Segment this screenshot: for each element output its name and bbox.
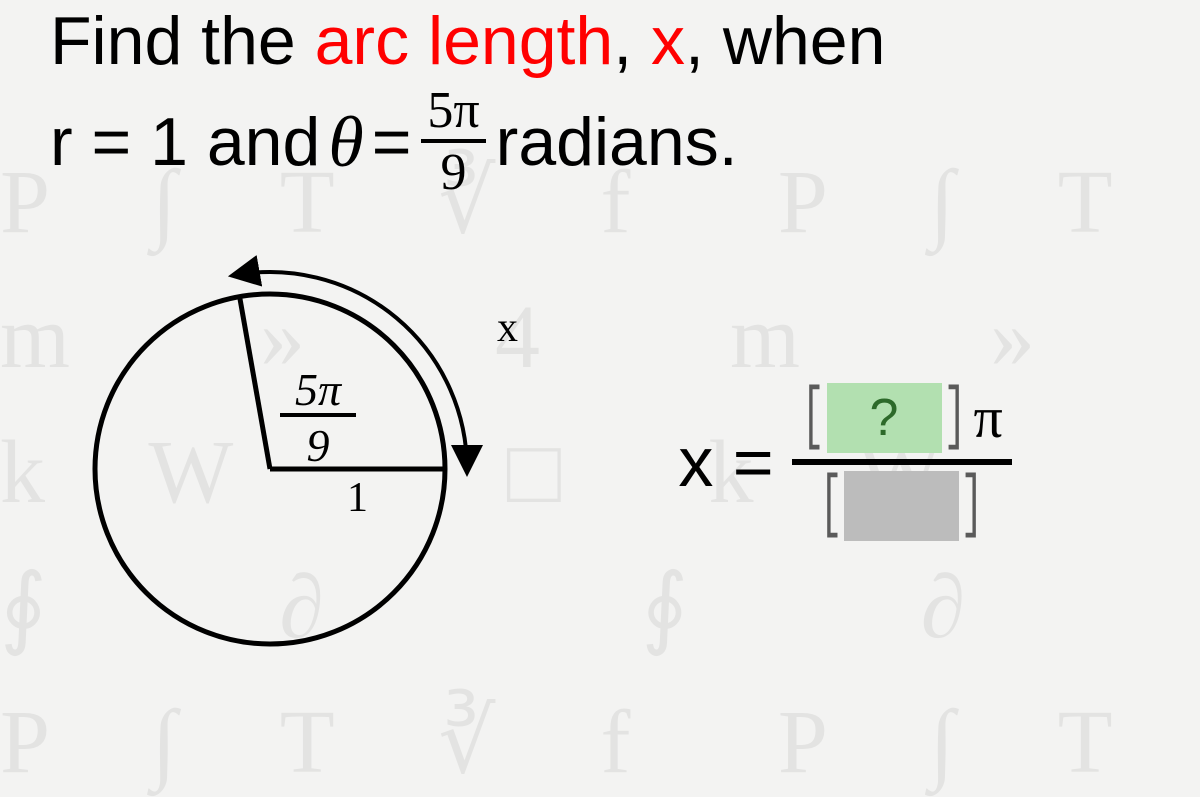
- theta-fraction-numerator: 5π: [421, 85, 485, 139]
- answer-expression: x = [ ? ] π [ ]: [530, 383, 1160, 541]
- bracket-right-num: ]: [943, 383, 966, 453]
- prompt-mid: ,: [613, 3, 651, 79]
- theta-symbol: θ: [328, 101, 363, 184]
- bracket-left-num: [: [802, 383, 825, 453]
- pi-symbol: π: [974, 384, 1003, 451]
- prompt-line-2: r = 1 and θ = 5π 9 radians.: [50, 85, 1160, 199]
- prompt-prefix: Find the: [50, 3, 315, 79]
- denominator-input[interactable]: [844, 471, 959, 541]
- radians-label: radians.: [496, 103, 738, 181]
- theta-fraction-denominator: 9: [441, 143, 467, 199]
- svg-text:5π: 5π: [295, 364, 343, 415]
- circle-diagram: x 5π91: [50, 229, 530, 694]
- r-equals: r = 1 and: [50, 103, 320, 181]
- svg-text:1: 1: [347, 475, 368, 521]
- svg-text:9: 9: [307, 420, 330, 471]
- bracket-left-den: [: [820, 471, 843, 541]
- prompt-suffix: , when: [685, 3, 885, 79]
- prompt-line-1: Find the arc length, x, when: [50, 6, 1160, 77]
- answer-lhs: x =: [678, 422, 773, 502]
- highlight-arc-length: arc length: [315, 3, 614, 79]
- theta-fraction: 5π 9: [421, 85, 485, 199]
- svg-text:x: x: [497, 305, 518, 351]
- numerator-input[interactable]: ?: [827, 383, 942, 453]
- answer-fraction-bar: [792, 459, 1012, 465]
- bracket-right-den: ]: [961, 471, 984, 541]
- highlight-x: x: [651, 3, 685, 79]
- answer-fraction: [ ? ] π [ ]: [792, 383, 1012, 541]
- equals-sign: =: [372, 103, 412, 181]
